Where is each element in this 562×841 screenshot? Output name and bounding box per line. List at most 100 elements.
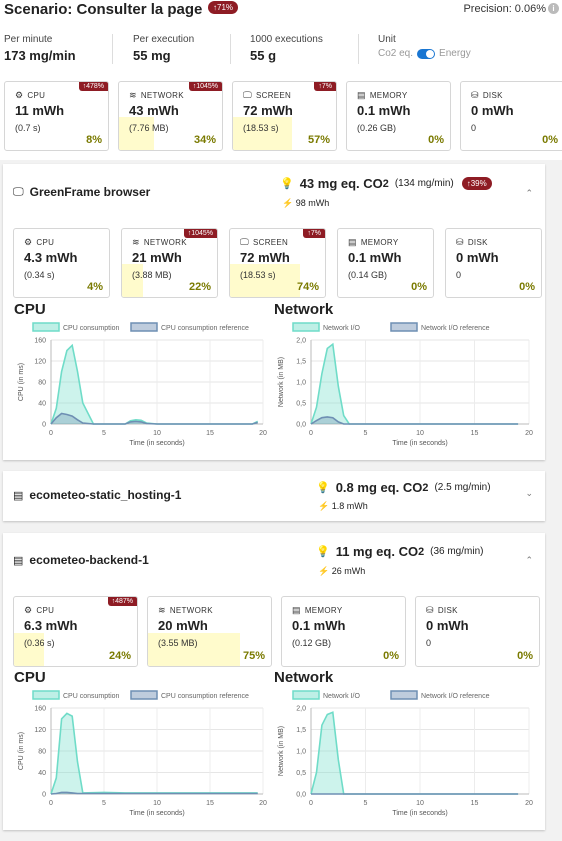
co2-value: 43 mg eq. CO: [300, 176, 383, 191]
y-tick-label: 80: [38, 749, 46, 756]
collapse-chevron-icon[interactable]: ⌃: [525, 555, 533, 566]
network-chart: Network I/O Network I/O reference0,00,51,…: [274, 320, 536, 448]
metric-card-cpu: ⚙ CPU 4.3 mWh (0.34 s) 4%: [13, 228, 110, 298]
x-tick-label: 0: [49, 800, 53, 807]
co2-summary: 💡 0.8 mg eq. CO 2 (2.5 mg/min): [316, 480, 491, 495]
trend-badge: ↑478%: [79, 82, 108, 91]
expand-chevron-icon[interactable]: ⌄: [525, 488, 533, 499]
chart-title: CPU: [14, 669, 46, 686]
metric-label: ≋ NETWORK: [158, 605, 213, 616]
metric-percent: 75%: [243, 650, 265, 662]
unit-label: Unit: [378, 34, 471, 45]
x-tick-label: 5: [364, 430, 368, 437]
metric-label: ⛁ DISK: [426, 605, 458, 616]
metric-label: ▤ MEMORY: [357, 90, 407, 101]
scenario-header: Scenario: Consulter la page ↑71% Precisi…: [0, 0, 562, 160]
metric-detail: (18.53 s): [243, 123, 279, 133]
container-title[interactable]: 🖵 GreenFrame browser: [13, 185, 150, 199]
x-tick-label: 20: [259, 430, 267, 437]
wifi-icon: ≋: [129, 90, 137, 101]
container-title[interactable]: ▤ ecometeo-static_hosting-1: [13, 488, 181, 502]
metric-value: 0 mWh: [456, 250, 499, 265]
x-tick-label: 0: [309, 430, 313, 437]
legend-label: Network I/O reference: [421, 325, 490, 332]
energy-summary: ⚡ 1.8 mWh: [318, 501, 368, 512]
x-tick-label: 15: [206, 800, 214, 807]
metric-label: ⛁ DISK: [471, 90, 503, 101]
lightbulb-icon: 💡: [280, 177, 294, 190]
y-tick-label: 120: [34, 727, 46, 734]
x-tick-label: 5: [364, 800, 368, 807]
lightbulb-icon: 💡: [316, 481, 330, 494]
metric-percent: 34%: [194, 134, 216, 146]
x-tick-label: 10: [153, 430, 161, 437]
x-tick-label: 5: [102, 800, 106, 807]
y-tick-label: 40: [38, 770, 46, 777]
container-panel-greenframe: 🖵 GreenFrame browser 💡 43 mg eq. CO 2 (13…: [3, 164, 545, 460]
x-axis-label: Time (in seconds): [129, 810, 184, 817]
series-area: [51, 713, 258, 794]
metric-detail: (0.26 GB): [357, 123, 396, 133]
series-line: [311, 712, 518, 794]
metric-card-memory: ▤ MEMORY 0.1 mWh (0.12 GB) 0%: [281, 596, 406, 667]
unit-toggle[interactable]: [417, 49, 435, 59]
metric-value: 0 mWh: [426, 618, 469, 633]
energy-value: 98 mWh: [296, 198, 330, 208]
cpu-icon: ⚙: [15, 90, 23, 101]
monitor-icon: 🖵: [240, 237, 249, 248]
container-title-text: GreenFrame browser: [30, 185, 151, 199]
metric-percent: 4%: [87, 281, 103, 293]
metric-value: 43 mWh: [129, 103, 179, 118]
wifi-icon: ≋: [132, 237, 140, 248]
metric-card-cpu: ⚙ CPU 11 mWh (0.7 s) 8% ↑478%: [4, 81, 109, 151]
co2-subscript: 2: [422, 482, 428, 494]
metric-detail: (0.7 s): [15, 123, 41, 133]
x-tick-label: 20: [525, 800, 533, 807]
metric-value: 21 mWh: [132, 250, 182, 265]
y-tick-label: 0: [42, 792, 46, 799]
info-icon[interactable]: i: [548, 3, 559, 14]
cpu-chart: CPU consumption CPU consumption reference…: [14, 320, 270, 448]
x-axis-label: Time (in seconds): [392, 440, 447, 447]
trend-badge: ↑1045%: [184, 229, 217, 238]
divider: [230, 34, 231, 64]
metric-detail: (0.34 s): [24, 270, 55, 280]
bolt-icon: ⚡: [318, 566, 329, 576]
x-axis-label: Time (in seconds): [129, 440, 184, 447]
metric-detail: 0: [426, 638, 431, 648]
container-title[interactable]: ▤ ecometeo-backend-1: [13, 553, 149, 567]
metric-percent: 74%: [297, 281, 319, 293]
bolt-icon: ⚡: [282, 198, 293, 208]
metric-card-cpu: ⚙ CPU 6.3 mWh (0.36 s) 24% ↑487%: [13, 596, 138, 667]
metric-card-disk: ⛁ DISK 0 mWh 0 0%: [460, 81, 562, 151]
energy-summary: ⚡ 98 mWh: [282, 198, 329, 209]
stat-per-minute: Per minute 173 mg/min: [4, 34, 76, 63]
collapse-chevron-icon[interactable]: ⌃: [525, 188, 533, 199]
series-line: [51, 713, 258, 794]
metric-value: 20 mWh: [158, 618, 208, 633]
co2-subscript: 2: [383, 178, 389, 190]
metric-percent: 0%: [383, 650, 399, 662]
legend-label: Network I/O: [323, 325, 361, 332]
legend-swatch: [33, 691, 59, 699]
metric-value: 0.1 mWh: [348, 250, 401, 265]
series-area: [311, 344, 518, 424]
metric-detail: (3.55 MB): [158, 638, 198, 648]
x-tick-label: 20: [259, 800, 267, 807]
metric-label: ⚙ CPU: [24, 605, 54, 616]
metric-value: 72 mWh: [240, 250, 290, 265]
y-axis-label: Network (in MB): [278, 357, 285, 407]
x-tick-label: 0: [309, 800, 313, 807]
bolt-icon: ⚡: [318, 501, 329, 511]
co2-trend-badge: ↑39%: [462, 177, 492, 190]
unit-energy-label: Energy: [439, 48, 471, 59]
energy-value: 26 mWh: [332, 566, 366, 576]
metric-detail: 0: [456, 270, 461, 280]
x-tick-label: 5: [102, 430, 106, 437]
legend-swatch: [293, 323, 319, 331]
metric-label: ≋ NETWORK: [129, 90, 184, 101]
unit-selector: Unit Co2 eq. Energy: [378, 34, 471, 59]
metric-detail: (7.76 MB): [129, 123, 169, 133]
disk-icon: ⛁: [471, 90, 479, 101]
divider: [112, 34, 113, 64]
